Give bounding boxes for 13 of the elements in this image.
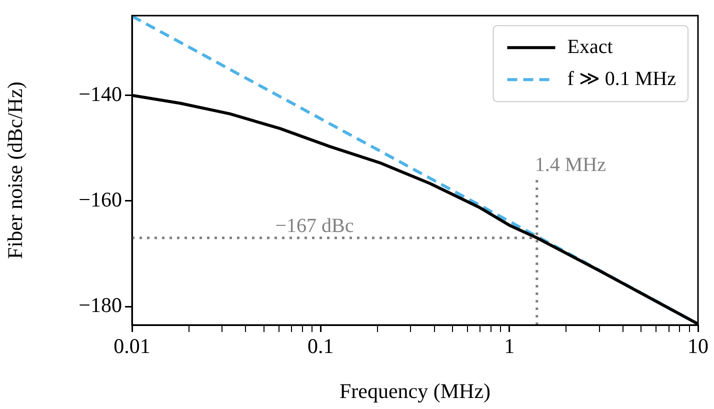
y-tick-label: −160 <box>78 187 122 212</box>
legend-label: Exact <box>567 36 614 58</box>
x-axis-title: Frequency (MHz) <box>339 378 491 403</box>
x-tick-label: 1 <box>504 334 515 358</box>
legend-label: f ≫ 0.1 MHz <box>567 68 676 90</box>
y-tick-label: −180 <box>78 293 122 318</box>
y-axis-title: Fiber noise (dBc/Hz) <box>3 82 28 259</box>
ref-line-label: 1.4 MHz <box>534 154 606 176</box>
x-tick-label: 0.01 <box>114 334 150 358</box>
x-tick-label: 10 <box>688 334 708 358</box>
x-tick-label: 0.1 <box>308 334 334 358</box>
ref-line-label: −167 dBc <box>275 215 354 238</box>
y-tick-label: −140 <box>78 82 122 106</box>
